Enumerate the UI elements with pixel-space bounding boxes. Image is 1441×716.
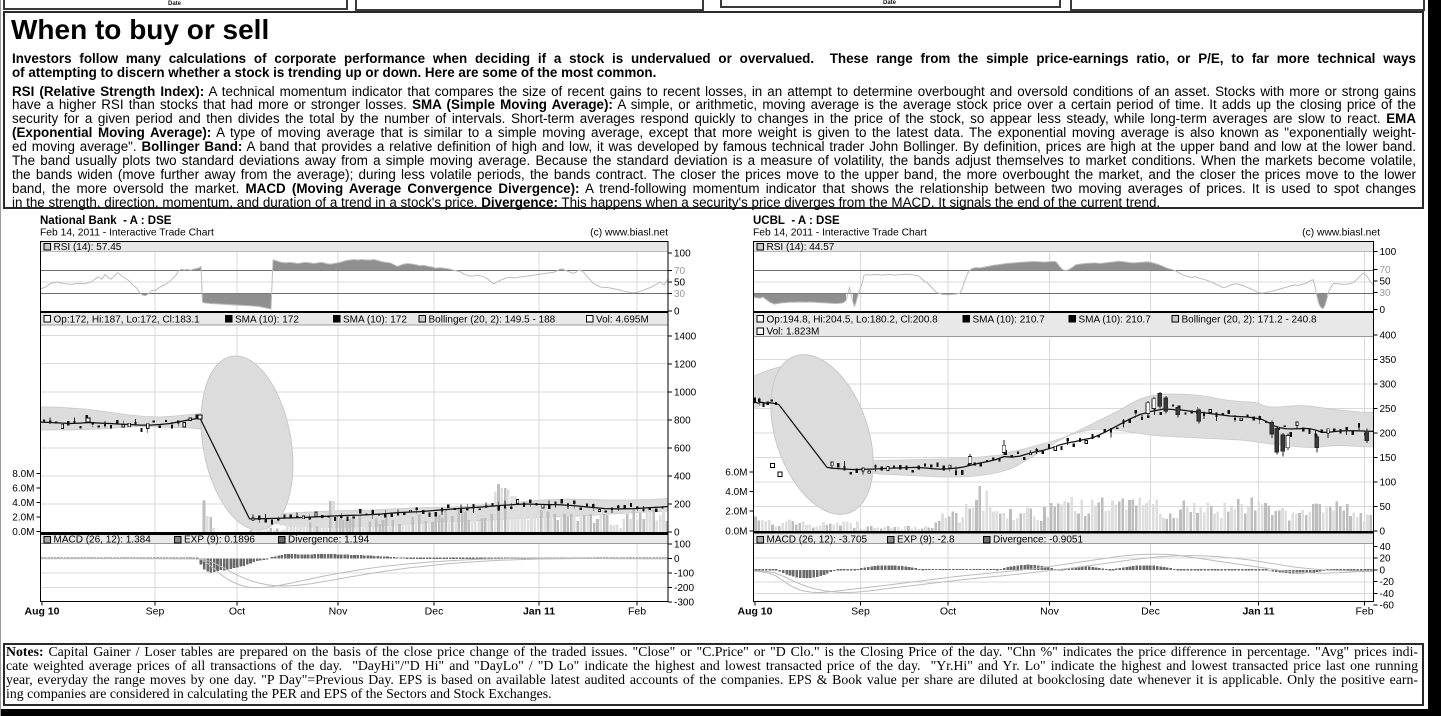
svg-text:0: 0 [674, 554, 680, 565]
svg-text:200: 200 [674, 500, 691, 511]
svg-text:Sep: Sep [851, 606, 870, 618]
svg-text:150: 150 [1380, 453, 1397, 464]
svg-text:SMA (10): 172: SMA (10): 172 [235, 314, 299, 325]
svg-text:EXP (9): -2.8: EXP (9): -2.8 [897, 534, 955, 545]
svg-text:Feb 14, 2011 - Interactive Tra: Feb 14, 2011 - Interactive Trade Chart [753, 228, 927, 239]
svg-text:-200: -200 [674, 583, 694, 594]
svg-text:100: 100 [1380, 247, 1397, 258]
svg-text:-100: -100 [674, 569, 694, 580]
svg-text:50: 50 [1380, 502, 1392, 513]
svg-text:0: 0 [674, 307, 680, 318]
svg-text:Oct: Oct [940, 606, 956, 618]
svg-text:Feb 14, 2011 - Interactive Tra: Feb 14, 2011 - Interactive Trade Chart [40, 228, 214, 239]
svg-text:UCBL - A : DSE: UCBL - A : DSE [753, 215, 840, 227]
svg-text:70: 70 [1380, 265, 1392, 276]
svg-text:20: 20 [1380, 554, 1392, 565]
svg-text:0: 0 [1380, 527, 1386, 538]
svg-text:400: 400 [1380, 331, 1397, 342]
svg-text:SMA (10): 210.7: SMA (10): 210.7 [973, 314, 1046, 325]
svg-text:Op:172, Hi:187, Lo:172, Cl:183: Op:172, Hi:187, Lo:172, Cl:183.1 [54, 314, 201, 325]
svg-text:-40: -40 [1380, 589, 1395, 600]
svg-text:1200: 1200 [674, 360, 697, 371]
svg-text:6.0M: 6.0M [12, 483, 34, 494]
svg-text:-20: -20 [1380, 577, 1395, 588]
svg-text:50: 50 [1380, 277, 1392, 288]
svg-text:EXP (9): 0.1896: EXP (9): 0.1896 [184, 534, 255, 545]
svg-text:Vol: 1.823M: Vol: 1.823M [767, 327, 820, 338]
svg-text:SMA (10): 172: SMA (10): 172 [343, 314, 407, 325]
svg-text:-300: -300 [674, 598, 694, 609]
svg-text:Jan 11: Jan 11 [1242, 606, 1274, 618]
svg-text:0.0M: 0.0M [725, 526, 747, 537]
svg-text:Op:194.8, Hi:204.5, Lo:180.2,: Op:194.8, Hi:204.5, Lo:180.2, Cl:200.8 [767, 314, 939, 325]
svg-text:6.0M: 6.0M [725, 468, 747, 479]
svg-text:Nov: Nov [1040, 606, 1059, 618]
svg-text:Nov: Nov [329, 606, 348, 618]
svg-text:0: 0 [1380, 305, 1386, 316]
svg-text:30: 30 [674, 289, 686, 300]
svg-text:400: 400 [674, 472, 691, 483]
svg-text:4.0M: 4.0M [725, 487, 747, 498]
svg-text:Vol: 4.695M: Vol: 4.695M [596, 314, 649, 325]
svg-text:Divergence: 1.194: Divergence: 1.194 [288, 534, 370, 545]
svg-text:4.0M: 4.0M [12, 498, 34, 509]
svg-text:(c) www.biasl.net: (c) www.biasl.net [590, 228, 668, 239]
svg-text:40: 40 [1380, 542, 1392, 553]
svg-text:Dec: Dec [1141, 606, 1160, 618]
svg-text:100: 100 [1380, 478, 1397, 489]
svg-text:Aug 10: Aug 10 [24, 606, 59, 618]
svg-text:National Bank - A : DSE: National Bank - A : DSE [40, 215, 172, 227]
svg-text:-60: -60 [1380, 601, 1395, 612]
svg-text:0: 0 [1380, 566, 1386, 577]
svg-text:Sep: Sep [146, 606, 165, 618]
svg-text:Divergence: -0.9051: Divergence: -0.9051 [993, 534, 1083, 545]
svg-text:70: 70 [674, 266, 686, 277]
svg-text:Feb: Feb [628, 606, 646, 618]
svg-text:8.0M: 8.0M [12, 469, 34, 480]
svg-text:2.0M: 2.0M [725, 507, 747, 518]
svg-text:100: 100 [674, 249, 691, 260]
svg-text:Aug 10: Aug 10 [737, 606, 772, 618]
svg-text:Jan 11: Jan 11 [523, 606, 555, 618]
svg-text:Oct: Oct [229, 606, 245, 618]
svg-text:SMA (10): 210.7: SMA (10): 210.7 [1079, 314, 1152, 325]
svg-text:100: 100 [674, 539, 691, 550]
svg-text:MACD (26, 12): -3.705: MACD (26, 12): -3.705 [767, 534, 868, 545]
svg-text:350: 350 [1380, 355, 1397, 366]
svg-text:Dec: Dec [425, 606, 444, 618]
svg-text:Bollinger (20, 2): 149.5 - 188: Bollinger (20, 2): 149.5 - 188 [429, 314, 556, 325]
svg-text:1400: 1400 [674, 332, 697, 343]
svg-text:Bollinger (20, 2): 171.2 - 240: Bollinger (20, 2): 171.2 - 240.8 [1182, 314, 1318, 325]
svg-text:200: 200 [1380, 429, 1397, 440]
svg-text:Feb: Feb [1355, 606, 1373, 618]
svg-text:RSI (14): 44.57: RSI (14): 44.57 [767, 242, 835, 253]
svg-text:300: 300 [1380, 380, 1397, 391]
svg-text:(c) www.biasl.net: (c) www.biasl.net [1302, 228, 1380, 239]
svg-text:0: 0 [674, 528, 680, 539]
svg-text:2.0M: 2.0M [12, 513, 34, 524]
svg-text:30: 30 [1380, 288, 1392, 299]
svg-text:600: 600 [674, 444, 691, 455]
svg-text:MACD (26, 12): 1.384: MACD (26, 12): 1.384 [54, 534, 152, 545]
svg-text:RSI (14): 57.45: RSI (14): 57.45 [54, 242, 122, 253]
svg-text:800: 800 [674, 416, 691, 427]
svg-text:1000: 1000 [674, 388, 697, 399]
svg-text:0.0M: 0.0M [12, 527, 34, 538]
svg-text:50: 50 [674, 278, 686, 289]
svg-text:250: 250 [1380, 404, 1397, 415]
